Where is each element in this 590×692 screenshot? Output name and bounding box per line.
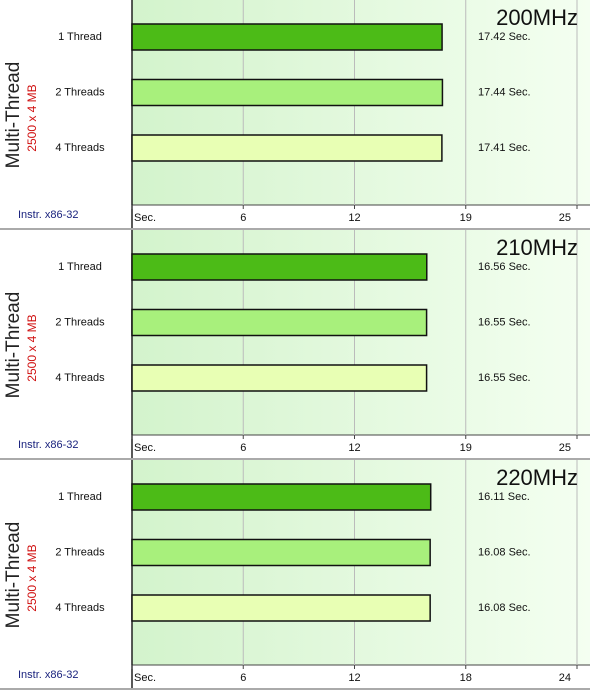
note: Instr. x86-32 [18, 439, 79, 451]
bar [131, 23, 443, 51]
category-label: 1 Thread [58, 491, 102, 503]
panel-title: 200MHz [496, 5, 578, 30]
x-tick-label: Sec. [134, 212, 156, 224]
x-tick-label: 12 [348, 672, 360, 684]
x-tick-label: 25 [559, 442, 571, 454]
bar [131, 253, 428, 281]
category-label: 2 Threads [55, 86, 105, 98]
y-label: Multi-Thread [3, 62, 24, 169]
axis-strip [132, 205, 590, 228]
value-label: 16.55 Sec. [478, 316, 531, 328]
category-label: 2 Threads [55, 316, 105, 328]
note: Instr. x86-32 [18, 669, 79, 681]
bar [131, 364, 428, 392]
value-label: 16.56 Sec. [478, 261, 531, 273]
x-tick-label: 6 [240, 442, 246, 454]
x-tick-label: 6 [240, 672, 246, 684]
x-tick-label: 19 [460, 442, 472, 454]
bar [131, 538, 431, 567]
category-label: 1 Thread [58, 31, 102, 43]
category-label: 2 Threads [55, 546, 105, 558]
x-tick-label: 12 [348, 212, 360, 224]
category-label: 4 Threads [55, 372, 105, 384]
x-tick-label: Sec. [134, 672, 156, 684]
x-tick-label: 18 [460, 672, 472, 684]
panel-title: 210MHz [496, 235, 578, 260]
bar [131, 483, 432, 511]
category-label: 4 Threads [55, 602, 105, 614]
subtitle: 2500 x 4 MB [25, 544, 39, 611]
subtitle: 2500 x 4 MB [25, 84, 39, 151]
x-tick-label: 24 [559, 672, 571, 684]
y-label: Multi-Thread [3, 292, 24, 399]
y-label: Multi-Thread [3, 522, 24, 629]
category-label: 4 Threads [55, 142, 105, 154]
axis-strip [132, 435, 590, 458]
x-tick-label: 12 [348, 442, 360, 454]
value-label: 16.08 Sec. [478, 546, 531, 558]
bar [131, 594, 431, 622]
note: Instr. x86-32 [18, 209, 79, 221]
x-tick-label: 6 [240, 212, 246, 224]
value-label: 16.11 Sec. [478, 491, 530, 503]
value-label: 17.41 Sec. [478, 142, 531, 154]
axis-strip [132, 665, 590, 688]
bar [131, 308, 428, 337]
value-label: 16.08 Sec. [478, 602, 531, 614]
panel-title: 220MHz [496, 465, 578, 490]
x-tick-label: Sec. [134, 442, 156, 454]
subtitle: 2500 x 4 MB [25, 314, 39, 381]
value-label: 17.42 Sec. [478, 31, 531, 43]
bar [131, 134, 443, 162]
value-label: 16.55 Sec. [478, 372, 531, 384]
category-label: 1 Thread [58, 261, 102, 273]
x-tick-label: 25 [559, 212, 571, 224]
value-label: 17.44 Sec. [478, 86, 531, 98]
bar [131, 78, 444, 107]
x-tick-label: 19 [460, 212, 472, 224]
